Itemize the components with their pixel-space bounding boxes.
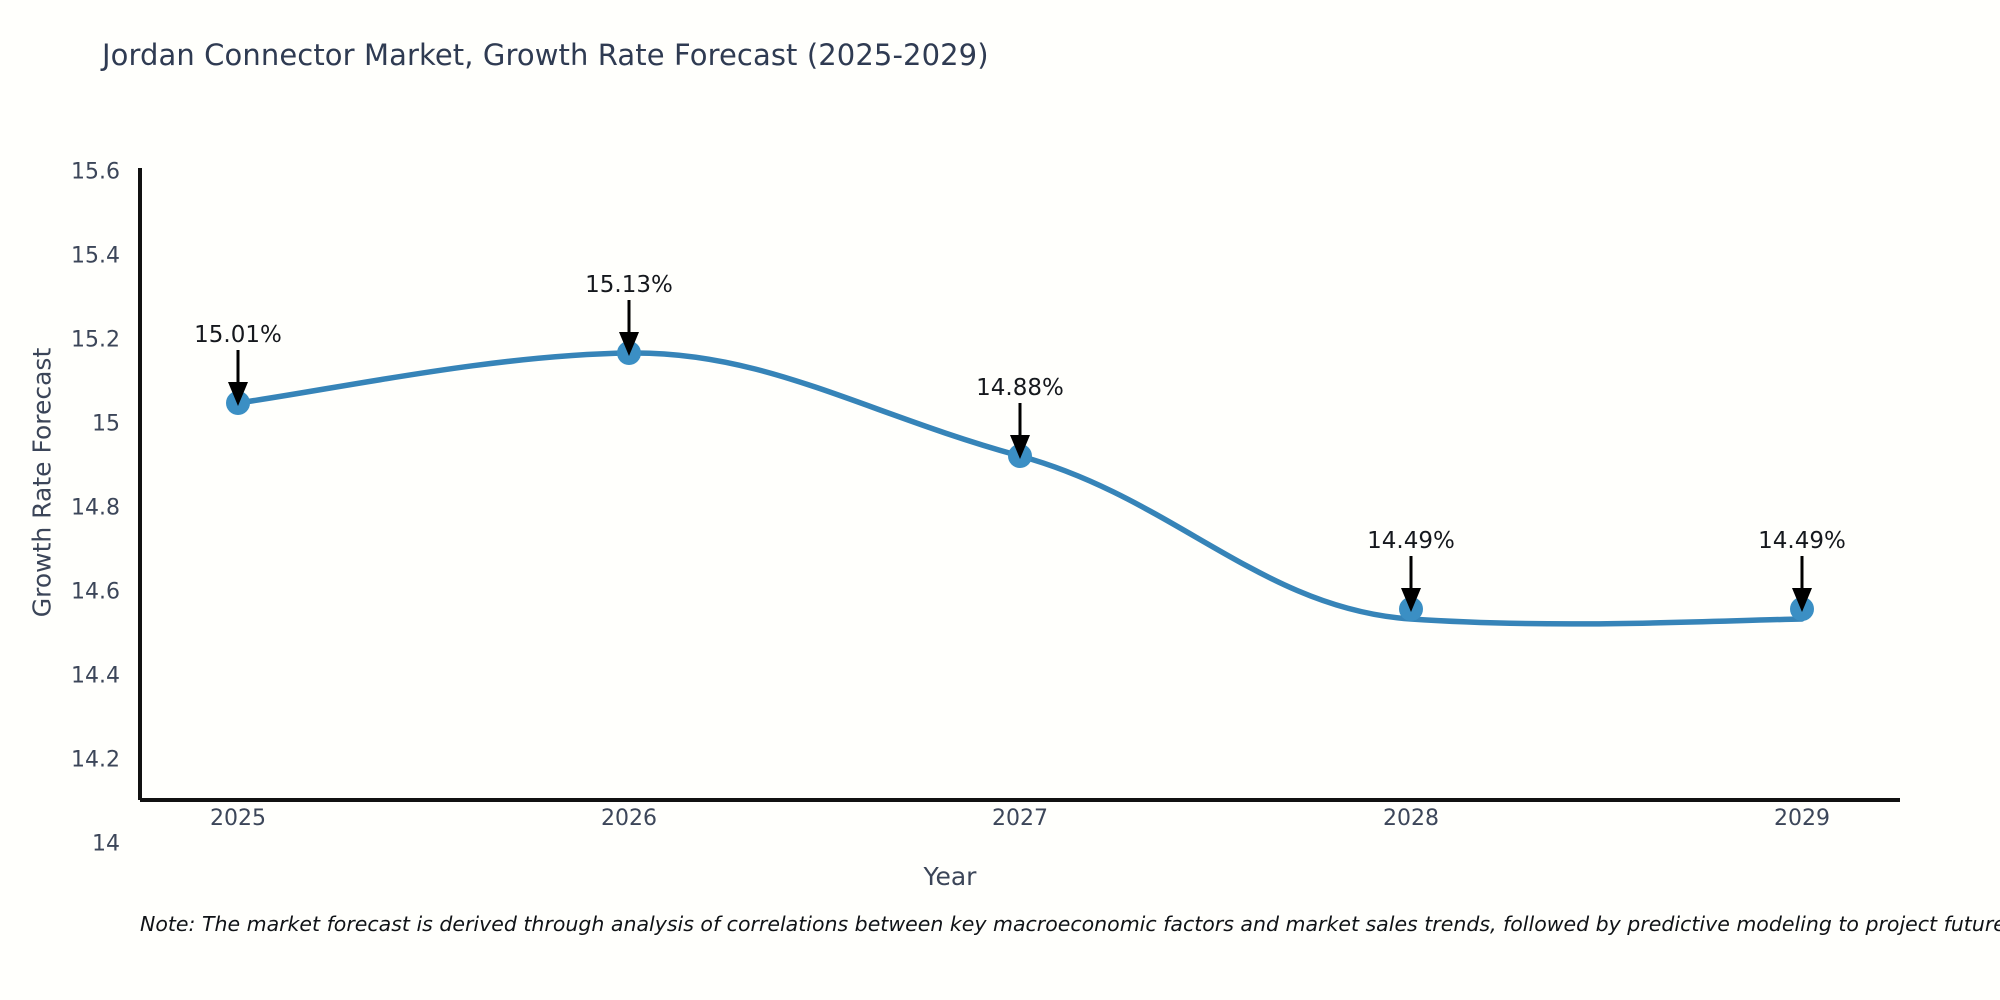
x-tick-label-2027: 2027 bbox=[992, 806, 1048, 831]
y-tick-label: 14.2 bbox=[71, 747, 120, 773]
x-tick-label-2026: 2026 bbox=[601, 806, 657, 831]
y-tick-label: 14 bbox=[92, 831, 120, 857]
y-tick-label: 14.6 bbox=[71, 579, 120, 605]
data-label-2027: 14.88% bbox=[976, 375, 1064, 401]
annotation-arrow-head-2029 bbox=[1792, 588, 1812, 612]
y-tick-label: 14.8 bbox=[71, 495, 120, 521]
data-label-2026: 15.13% bbox=[585, 272, 673, 298]
annotation-arrow-head-2028 bbox=[1401, 588, 1421, 612]
data-label-2025: 15.01% bbox=[194, 322, 282, 348]
y-tick-label: 15.6 bbox=[71, 159, 120, 185]
x-tick-label-2025: 2025 bbox=[210, 806, 266, 831]
y-tick-label: 15.2 bbox=[71, 327, 120, 353]
footer-note: Note: The market forecast is derived thr… bbox=[140, 912, 2000, 936]
x-tick-label-2029: 2029 bbox=[1774, 806, 1830, 831]
annotation-arrow-head-2026 bbox=[619, 332, 639, 356]
y-axis-tick-labels: 15.6 15.4 15.2 15 14.8 14.6 14.4 14.2 14 bbox=[0, 0, 120, 1000]
annotation-arrow-head-2025 bbox=[228, 382, 248, 406]
x-tick-label-2028: 2028 bbox=[1383, 806, 1439, 831]
chart-title: Jordan Connector Market, Growth Rate For… bbox=[102, 38, 989, 72]
y-tick-label: 15.4 bbox=[71, 243, 120, 269]
y-tick-label: 14.4 bbox=[71, 663, 120, 689]
data-label-2029: 14.49% bbox=[1758, 528, 1846, 554]
y-tick-label: 15 bbox=[92, 411, 120, 437]
x-axis-title: Year bbox=[923, 862, 977, 891]
data-label-2028: 14.49% bbox=[1367, 528, 1455, 554]
annotation-arrow-head-2027 bbox=[1010, 435, 1030, 459]
